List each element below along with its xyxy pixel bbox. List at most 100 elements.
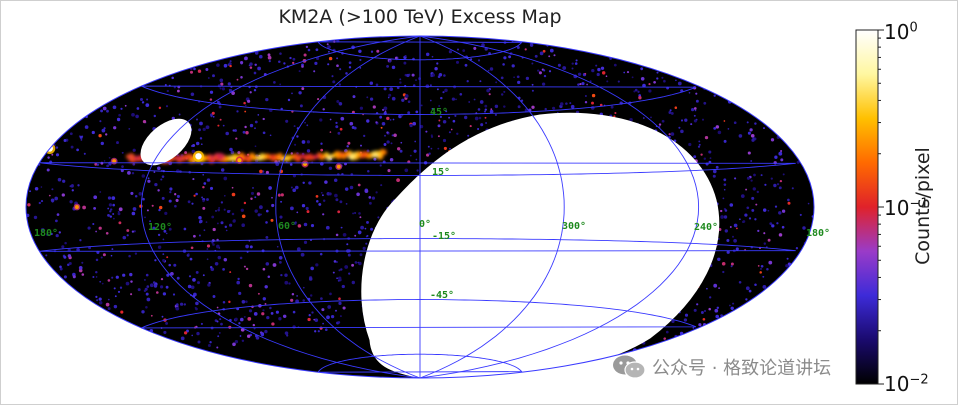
excess-pixel [489, 109, 494, 114]
excess-pixel [296, 135, 299, 138]
excess-pixel [277, 193, 281, 197]
excess-pixel [169, 187, 173, 191]
excess-pixel [113, 287, 116, 290]
excess-pixel [723, 178, 727, 182]
excess-pixel [249, 91, 252, 94]
excess-pixel [321, 194, 324, 197]
excess-pixel [357, 183, 361, 187]
excess-pixel [462, 49, 466, 52]
excess-pixel [209, 341, 212, 344]
excess-pixel [337, 210, 341, 214]
excess-pixel [262, 267, 266, 271]
excess-pixel [198, 215, 202, 220]
excess-pixel [778, 151, 783, 156]
excess-pixel [153, 114, 157, 118]
excess-pixel [314, 318, 319, 322]
excess-pixel [438, 119, 441, 122]
excess-pixel [170, 271, 174, 276]
excess-pixel [174, 193, 177, 196]
excess-pixel [152, 226, 156, 230]
excess-pixel [406, 73, 410, 78]
source-core [195, 153, 202, 160]
excess-pixel [697, 145, 701, 148]
excess-pixel [241, 214, 246, 219]
excess-pixel [313, 70, 316, 73]
excess-pixel [270, 218, 274, 222]
excess-pixel [249, 245, 253, 249]
excess-pixel [156, 291, 159, 294]
excess-pixel [702, 317, 706, 321]
excess-pixel [796, 160, 800, 164]
excess-pixel [640, 77, 645, 81]
excess-pixel [404, 54, 407, 58]
excess-pixel [415, 158, 418, 161]
excess-pixel [314, 330, 317, 333]
excess-pixel [71, 189, 74, 192]
excess-pixel [247, 99, 251, 103]
excess-pixel [427, 145, 430, 148]
excess-pixel [634, 88, 638, 92]
excess-pixel [503, 56, 507, 60]
excess-pixel [328, 56, 333, 61]
excess-pixel [153, 171, 156, 173]
excess-pixel [336, 277, 338, 280]
excess-pixel [202, 274, 205, 277]
excess-pixel [356, 192, 360, 197]
excess-pixel [375, 191, 378, 194]
excess-pixel [206, 178, 211, 182]
excess-pixel [484, 104, 488, 108]
excess-pixel [209, 98, 213, 101]
excess-pixel [109, 210, 112, 213]
excess-pixel [241, 299, 246, 304]
excess-pixel [668, 111, 672, 114]
excess-pixel [61, 193, 65, 197]
excess-pixel [102, 106, 107, 111]
excess-pixel [479, 100, 484, 104]
excess-pixel [517, 80, 521, 85]
excess-pixel [247, 317, 252, 321]
excess-pixel [325, 225, 330, 230]
excess-pixel [209, 186, 214, 190]
excess-pixel [230, 150, 235, 155]
coordinate-grid [39, 36, 796, 378]
excess-pixel [265, 262, 270, 266]
excess-pixel [92, 275, 95, 279]
excess-pixel [688, 142, 692, 147]
excess-pixel [154, 259, 157, 262]
excess-pixel [735, 247, 739, 251]
colorbar-tick-label: 100 [884, 20, 918, 44]
excess-pixel [297, 224, 302, 228]
excess-pixel [301, 87, 305, 91]
excess-pixel [637, 90, 640, 93]
excess-pixel [302, 286, 305, 289]
excess-pixel [152, 281, 156, 284]
excess-pixel [337, 276, 342, 281]
excess-pixel [34, 187, 39, 191]
excess-pixel [38, 201, 41, 205]
excess-pixel [279, 52, 282, 55]
excess-pixel [404, 94, 409, 98]
excess-pixel [301, 65, 304, 68]
excess-pixel [259, 54, 263, 59]
excess-pixel [358, 49, 362, 54]
excess-pixel [443, 74, 446, 77]
excess-pixel [393, 133, 397, 138]
excess-pixel [231, 91, 235, 95]
parallel-label: -45° [430, 290, 454, 301]
excess-pixel [340, 116, 345, 121]
excess-pixel [553, 54, 556, 57]
excess-pixel [63, 139, 67, 142]
excess-pixel [195, 118, 199, 121]
excess-pixel [334, 193, 338, 198]
excess-pixel [387, 169, 391, 173]
excess-pixel [110, 254, 113, 257]
excess-pixel [366, 119, 370, 123]
excess-pixel [193, 67, 196, 71]
excess-pixel [384, 134, 386, 137]
excess-pixel [715, 314, 719, 319]
excess-pixel [126, 229, 130, 232]
excess-pixel [271, 196, 273, 199]
excess-pixel [180, 302, 184, 306]
excess-pixel [412, 84, 416, 87]
excess-pixel [375, 83, 379, 87]
